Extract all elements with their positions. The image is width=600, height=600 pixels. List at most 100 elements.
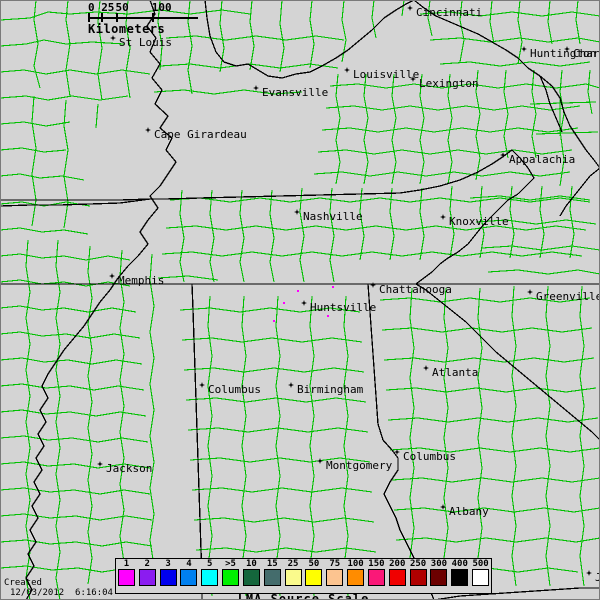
city-label: Columbus: [208, 383, 261, 396]
city-label: Albany: [449, 505, 489, 518]
legend-item[interactable]: 15: [262, 559, 283, 586]
scale-tick-mark: [151, 13, 154, 22]
legend-item[interactable]: 2: [137, 559, 158, 586]
legend-item[interactable]: 200: [387, 559, 408, 586]
legend-item[interactable]: 250: [408, 559, 429, 586]
city-label: Cape Girardeau: [154, 128, 247, 141]
legend-item-label: 15: [266, 559, 278, 569]
lma-source-scale-legend[interactable]: 1 2 3 4 5 >5 10 15 25 50 75 100 150 200 250 300 400 500 L…: [115, 558, 492, 600]
legend-item-label: 100: [347, 559, 364, 569]
city-dot-icon: [500, 152, 506, 158]
legend-item-label: 50: [308, 559, 320, 569]
legend-color-swatch[interactable]: [138, 569, 156, 586]
city-label: Cincinnati: [416, 6, 483, 19]
city-dot-icon: [344, 67, 350, 73]
legend-color-swatch[interactable]: [388, 569, 406, 586]
city-label: Memphis: [118, 274, 165, 287]
city-dot-icon: [564, 46, 570, 52]
city-dot-icon: [407, 5, 413, 11]
city-label: Montgomery: [326, 459, 393, 472]
legend-item-label: >5: [225, 559, 236, 569]
legend-color-swatch[interactable]: [409, 569, 427, 586]
city-label: Greenville: [536, 290, 600, 303]
legend-color-swatch[interactable]: [242, 569, 260, 586]
scale-units-label: Kilometers: [88, 22, 166, 36]
legend-item[interactable]: 25: [283, 559, 304, 586]
legend-item-label: 4: [186, 559, 192, 569]
legend-color-swatch[interactable]: [430, 569, 448, 586]
legend-item[interactable]: 1: [116, 559, 137, 586]
city-label: Huntington: [530, 47, 597, 60]
legend-color-swatch[interactable]: [347, 569, 365, 586]
lma-source-point: [327, 315, 329, 317]
scale-tick-mark: [115, 13, 118, 22]
scale-tick-label: 50: [115, 1, 129, 14]
legend-items: 1 2 3 4 5 >5 10 15 25 50 75 100 150 200 250 300 400 500: [116, 559, 491, 595]
legend-color-swatch[interactable]: [263, 569, 281, 586]
city-dot-icon: [370, 282, 376, 288]
lma-source-point: [332, 286, 334, 288]
legend-item[interactable]: 300: [429, 559, 450, 586]
lma-source-point: [297, 290, 299, 292]
legend-color-swatch[interactable]: [305, 569, 323, 586]
city-label: Chattanooga: [379, 283, 452, 296]
legend-item-label: 1: [123, 559, 130, 569]
legend-item-label: 500: [472, 559, 489, 569]
created-label: Created: [4, 578, 42, 588]
legend-color-swatch[interactable]: [284, 569, 302, 586]
legend-item[interactable]: 4: [179, 559, 200, 586]
legend-color-swatch[interactable]: [367, 569, 385, 586]
legend-color-swatch[interactable]: [201, 569, 219, 586]
city-dot-icon: [109, 273, 115, 279]
lma-source-point: [273, 320, 275, 322]
city-dot-icon: [527, 289, 533, 295]
legend-item-label: 3: [165, 559, 171, 569]
lma-source-point: [283, 302, 285, 304]
legend-item[interactable]: 3: [158, 559, 179, 586]
city-dot-icon: [440, 504, 446, 510]
legend-item-label: 150: [368, 559, 385, 569]
city-dot-icon: [410, 76, 416, 82]
legend-item[interactable]: 400: [449, 559, 470, 586]
city-label: Louisville: [353, 68, 420, 81]
legend-item-label: 300: [430, 559, 448, 569]
city-dot-icon: [253, 85, 259, 91]
legend-item[interactable]: 5: [199, 559, 220, 586]
city-label: Knoxville: [449, 215, 509, 228]
legend-item-label: 2: [144, 559, 150, 569]
legend-color-swatch[interactable]: [159, 569, 177, 586]
legend-item[interactable]: 100: [345, 559, 366, 586]
scale-tick-label: 0: [88, 1, 95, 14]
city-label: Huntsville: [310, 301, 377, 314]
legend-item[interactable]: 500: [470, 559, 491, 586]
scale-tick-mark: [101, 13, 104, 22]
legend-item[interactable]: >5: [220, 559, 241, 586]
legend-color-swatch[interactable]: [180, 569, 198, 586]
legend-color-swatch[interactable]: [451, 569, 469, 586]
city-dot-icon: [145, 127, 151, 133]
city-dot-icon: [586, 570, 592, 576]
city-dot-icon: [521, 46, 527, 52]
city-dot-icon: [440, 214, 446, 220]
legend-item[interactable]: 75: [324, 559, 345, 586]
legend-color-swatch[interactable]: [222, 569, 240, 586]
legend-color-swatch[interactable]: [472, 569, 490, 586]
legend-item[interactable]: 150: [366, 559, 387, 586]
legend-color-swatch[interactable]: [326, 569, 344, 586]
legend-item[interactable]: 50: [304, 559, 325, 586]
distance-scale-bar: 0 25 50 100 Kilometers: [88, 2, 198, 36]
created-timestamp: 12/03/2012 6:16:04: [10, 588, 113, 598]
city-dot-icon: [423, 365, 429, 371]
city-label: Jackson: [106, 462, 153, 475]
scale-tick-label: 25: [101, 1, 115, 14]
legend-item[interactable]: 10: [241, 559, 262, 586]
scale-tick-label: 100: [151, 1, 172, 14]
city-label: J: [595, 571, 600, 584]
scale-rule: [88, 17, 198, 19]
city-label: Lexington: [419, 77, 479, 90]
city-label: Birmingham: [297, 383, 364, 396]
city-label: Evansville: [262, 86, 329, 99]
legend-color-swatch[interactable]: [117, 569, 135, 586]
